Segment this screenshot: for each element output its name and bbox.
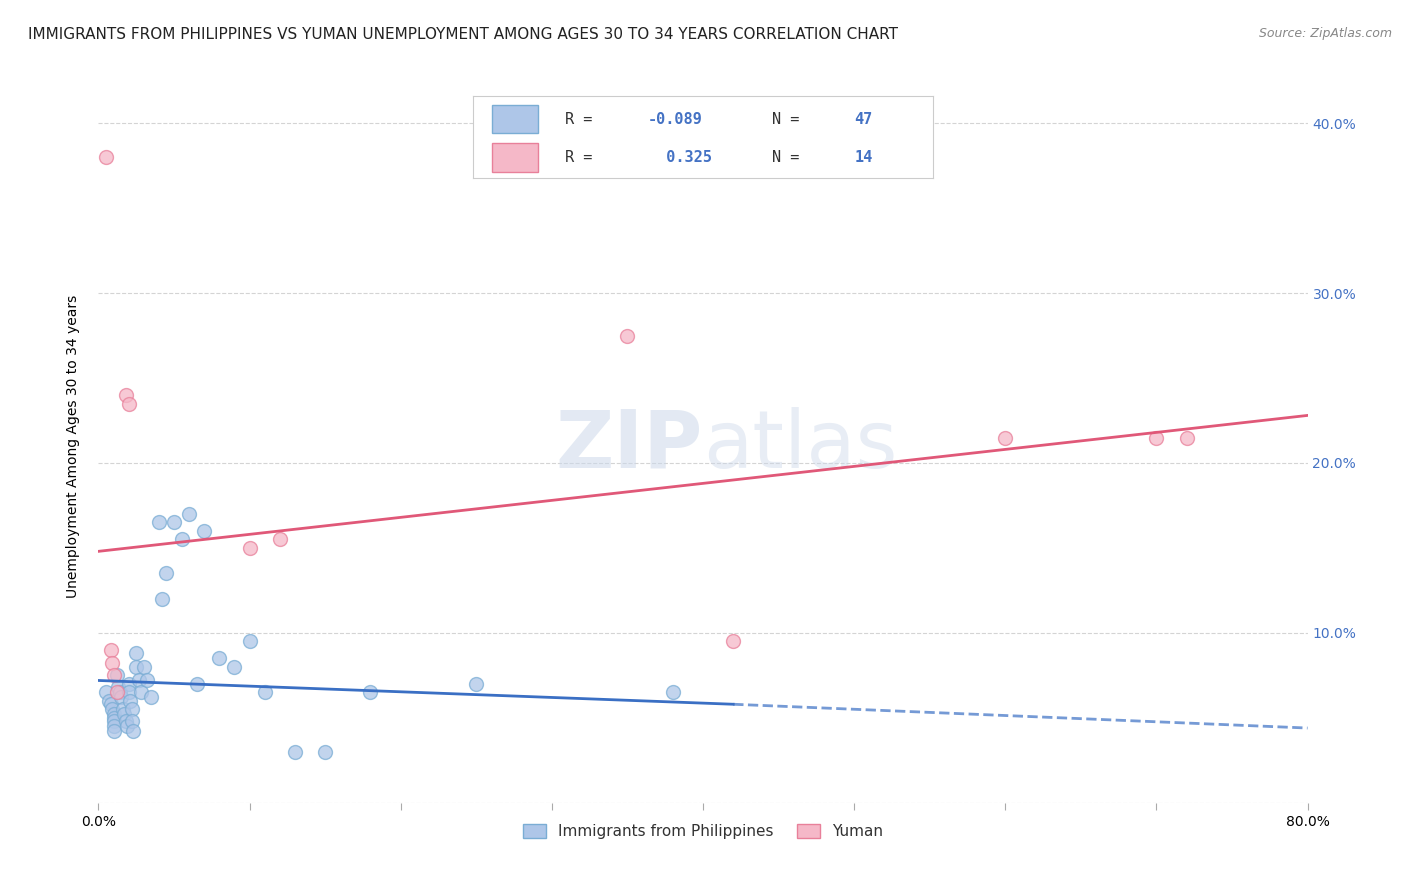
Point (239, 541, 262, 555)
Point (105, 668, 128, 682)
Point (360, 685, 382, 699)
Point (994, 430, 1017, 444)
Point (100, 643, 122, 657)
Point (114, 714, 136, 729)
Point (120, 694, 142, 708)
Point (125, 646, 148, 660)
Point (118, 677, 141, 691)
Text: ZIP: ZIP (555, 407, 703, 485)
Point (121, 714, 143, 729)
Point (141, 690, 163, 705)
Point (465, 677, 488, 691)
Point (155, 566, 177, 581)
Point (100, 698, 122, 712)
Point (98, 694, 121, 708)
Point (239, 634, 262, 648)
Point (103, 668, 125, 682)
Point (179, 507, 201, 521)
Point (94, 150, 117, 164)
Point (224, 660, 246, 674)
Point (103, 719, 125, 733)
Point (661, 685, 683, 699)
Point (118, 685, 141, 699)
Point (193, 524, 215, 538)
Point (94, 685, 117, 699)
Point (1175, 430, 1198, 444)
Point (101, 657, 124, 671)
Point (115, 719, 138, 733)
Point (186, 677, 208, 691)
Point (129, 685, 152, 699)
Point (314, 745, 336, 759)
Text: Source: ZipAtlas.com: Source: ZipAtlas.com (1258, 27, 1392, 40)
Point (103, 707, 125, 722)
Point (208, 651, 231, 665)
Point (125, 660, 148, 674)
Point (148, 516, 170, 530)
Point (118, 396, 141, 410)
Legend: Immigrants from Philippines, Yuman: Immigrants from Philippines, Yuman (517, 818, 889, 845)
Point (170, 533, 193, 547)
Point (114, 388, 136, 402)
Point (103, 714, 125, 729)
Point (105, 685, 128, 699)
Point (723, 634, 745, 648)
Point (616, 328, 638, 343)
Point (103, 724, 125, 739)
Point (135, 673, 157, 688)
Point (103, 711, 125, 725)
Point (269, 533, 291, 547)
Point (107, 680, 129, 694)
Point (108, 685, 131, 699)
Point (163, 516, 186, 530)
Point (112, 707, 135, 722)
Point (150, 591, 173, 606)
Point (122, 724, 145, 739)
Point (101, 702, 124, 716)
Point (132, 660, 155, 674)
Text: atlas: atlas (703, 407, 897, 485)
Point (110, 690, 132, 705)
Text: IMMIGRANTS FROM PHILIPPINES VS YUMAN UNEMPLOYMENT AMONG AGES 30 TO 34 YEARS CORR: IMMIGRANTS FROM PHILIPPINES VS YUMAN UNE… (28, 27, 898, 42)
Point (253, 685, 276, 699)
Point (128, 673, 150, 688)
Point (284, 745, 307, 759)
Point (1144, 430, 1167, 444)
Point (111, 702, 134, 716)
Point (121, 702, 143, 716)
Y-axis label: Unemployment Among Ages 30 to 34 years: Unemployment Among Ages 30 to 34 years (66, 294, 80, 598)
